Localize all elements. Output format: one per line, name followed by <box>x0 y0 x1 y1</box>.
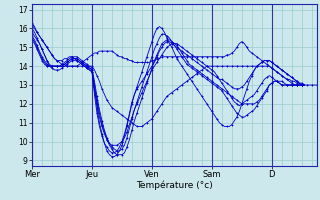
X-axis label: Température (°c): Température (°c) <box>136 181 213 190</box>
